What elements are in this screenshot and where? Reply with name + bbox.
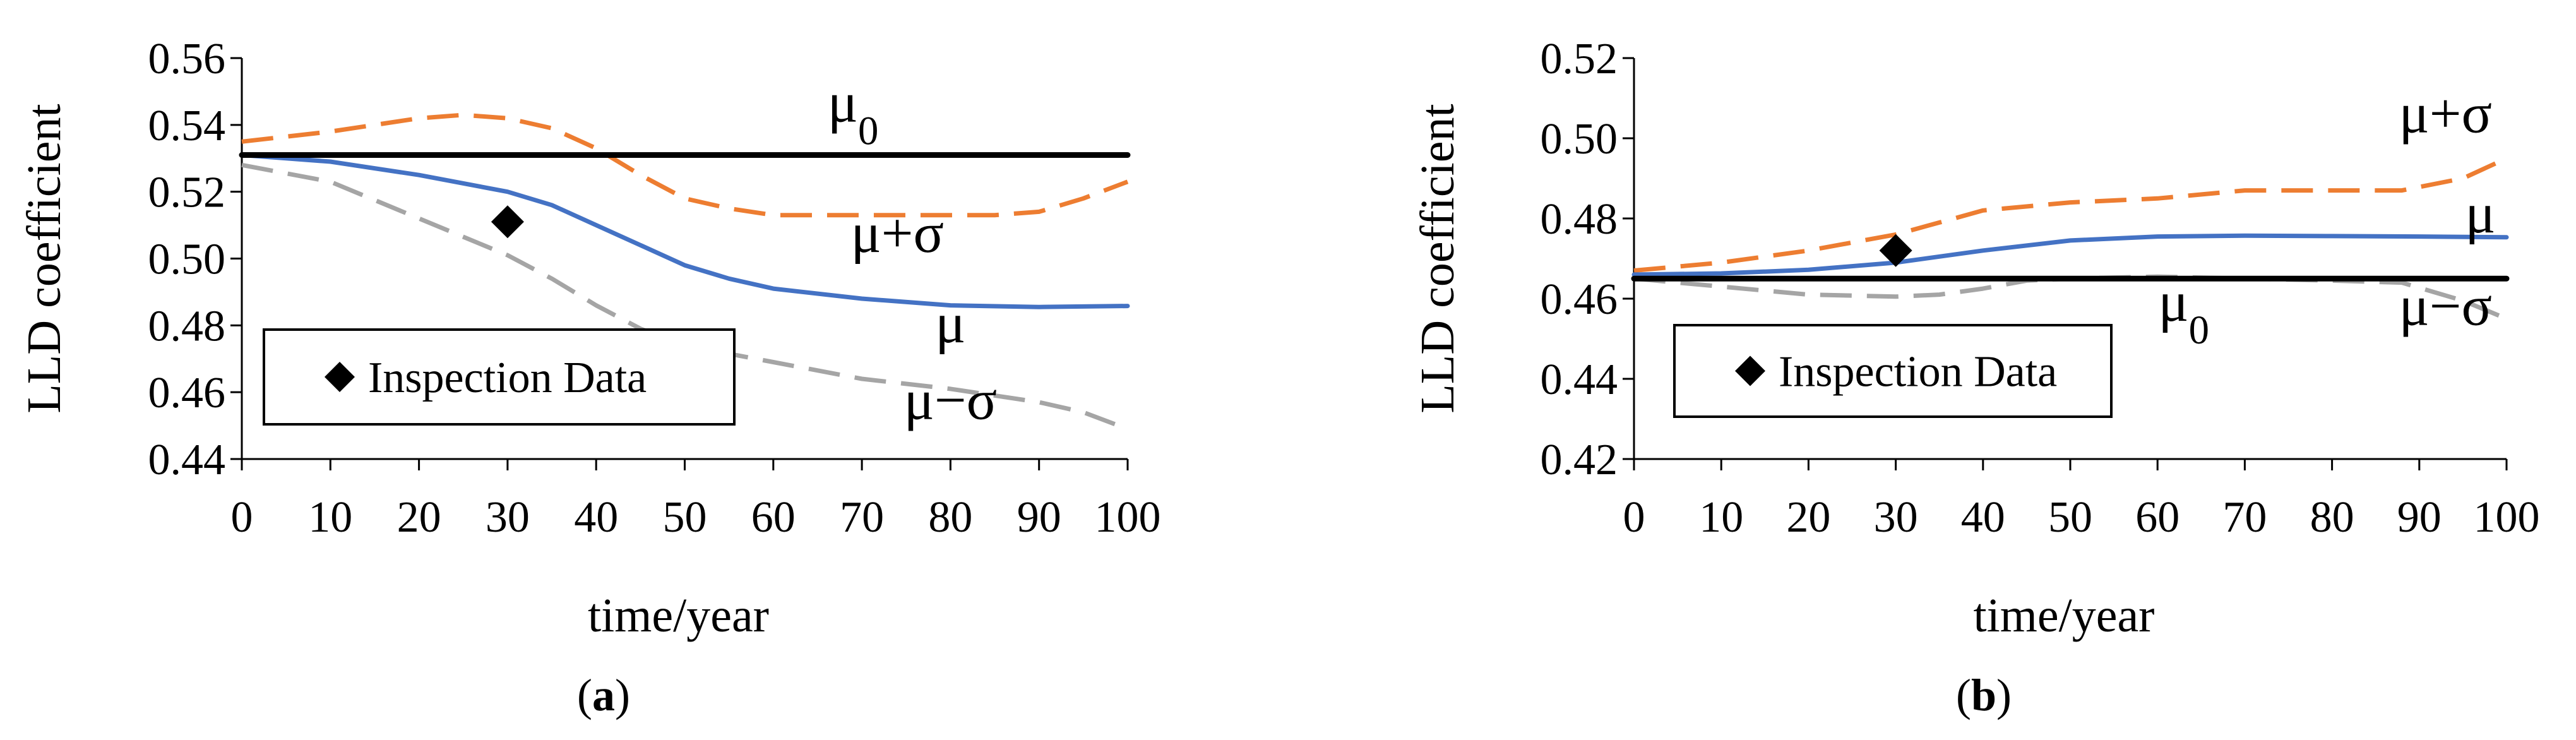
panel-b-x-tick-label: 30 <box>1874 493 1918 542</box>
panel-b-y-tick-label: 0.42 <box>1541 436 1618 484</box>
panel-b-y-tick-label: 0.46 <box>1541 275 1618 324</box>
panel-a: 0.44 0.46 0.48 0.50 0.52 0.54 0.56 0 10 20 30 40 50 6… <box>18 35 1161 720</box>
panel-b-legend-marker <box>1735 355 1765 386</box>
panel-a-x-tick-label: 80 <box>928 493 972 542</box>
panel-b-legend-label: Inspection Data <box>1779 348 2057 397</box>
panel-b-series-mu-minus-sigma <box>1633 274 2508 321</box>
panel-b: 0.42 0.44 0.46 0.48 0.50 0.52 0 10 20 30 40 50 60 70 8… <box>1411 35 2540 720</box>
panel-a-legend <box>263 328 736 426</box>
panel-a-x-tick-label: 30 <box>486 493 530 542</box>
panel-b-inspection-point <box>1879 234 1912 267</box>
panel-b-x-tick-label: 60 <box>2135 493 2179 542</box>
panel-a-series-mu <box>239 153 1130 309</box>
panel-a-x-tick-label: 70 <box>840 493 884 542</box>
panel-a-x-axis-title: time/year <box>588 589 769 642</box>
panel-a-x-tick-label: 50 <box>663 493 707 542</box>
panel-b-curve-label: μ0 <box>2158 271 2209 353</box>
panel-a-x-tick-label: 100 <box>1095 493 1161 542</box>
panel-b-x-tick-label: 40 <box>1961 493 2005 542</box>
panel-a-y-tick-label: 0.52 <box>148 169 226 217</box>
panel-a-legend-marker <box>325 362 355 392</box>
panel-a-curve-label: μ0 <box>828 72 879 154</box>
panel-a-x-tick-label: 0 <box>231 493 253 542</box>
panel-b-y-tick-label: 0.44 <box>1541 355 1618 404</box>
panel-b-y-tick-label: 0.48 <box>1541 195 1618 244</box>
panel-a-y-tick-label: 0.56 <box>148 35 226 83</box>
panel-a-series-mu-minus-sigma <box>241 162 1129 431</box>
panel-b-x-axis-title: time/year <box>1974 589 2155 642</box>
panel-a-inspection-point <box>491 205 524 239</box>
panel-b-series-mu <box>1631 233 2509 277</box>
panel-b-x-tick-label: 80 <box>2310 493 2354 542</box>
panel-b-curve-label: μ−σ <box>2399 275 2492 337</box>
panel-b-x-tick-label: 50 <box>2048 493 2092 542</box>
panel-a-y-tick-label: 0.54 <box>148 102 226 150</box>
panel-b-label: (b) <box>1956 670 2012 720</box>
panel-b-y-axis-title: LLD coefficient <box>1411 104 1464 413</box>
panel-a-series-mu-plus-sigma <box>241 112 1129 218</box>
panel-a-legend-label: Inspection Data <box>368 354 647 402</box>
panel-b-x-tick-label: 100 <box>2474 493 2540 542</box>
panel-a-y-tick-label: 0.46 <box>148 369 226 417</box>
panel-a-label: (a) <box>577 670 630 720</box>
panel-b-curve-label: μ+σ <box>2399 82 2492 145</box>
panel-a-y-tick-label: 0.50 <box>148 236 226 284</box>
panel-a-x-tick-label: 40 <box>574 493 618 542</box>
panel-b-x-tick-label: 20 <box>1786 493 1830 542</box>
panel-a-y-axis-title: LLD coefficient <box>18 104 71 413</box>
panel-a-x-tick-label: 10 <box>308 493 352 542</box>
panel-b-x-tick-label: 0 <box>1623 493 1645 542</box>
panel-a-curve-label: μ <box>935 292 965 355</box>
panel-a-y-tick-label: 0.44 <box>148 436 226 484</box>
panel-a-curve-label: μ+σ <box>850 202 944 265</box>
panel-a-x-tick-label: 20 <box>397 493 441 542</box>
panel-b-x-tick-label: 70 <box>2222 493 2267 542</box>
panel-a-x-tick-label: 60 <box>751 493 796 542</box>
panel-b-x-tick-label: 10 <box>1699 493 1743 542</box>
panel-b-curve-label: μ <box>2465 182 2495 245</box>
panel-a-x-tick-label: 90 <box>1017 493 1061 542</box>
panel-b-y-tick-label: 0.50 <box>1541 115 1618 164</box>
panel-b-x-tick-label: 90 <box>2397 493 2442 542</box>
panel-b-series-mu-plus-sigma <box>1633 156 2508 273</box>
panel-b-y-tick-label: 0.52 <box>1541 35 1618 83</box>
panel-a-curve-label: μ−σ <box>904 369 998 432</box>
panel-a-y-tick-label: 0.48 <box>148 302 226 350</box>
